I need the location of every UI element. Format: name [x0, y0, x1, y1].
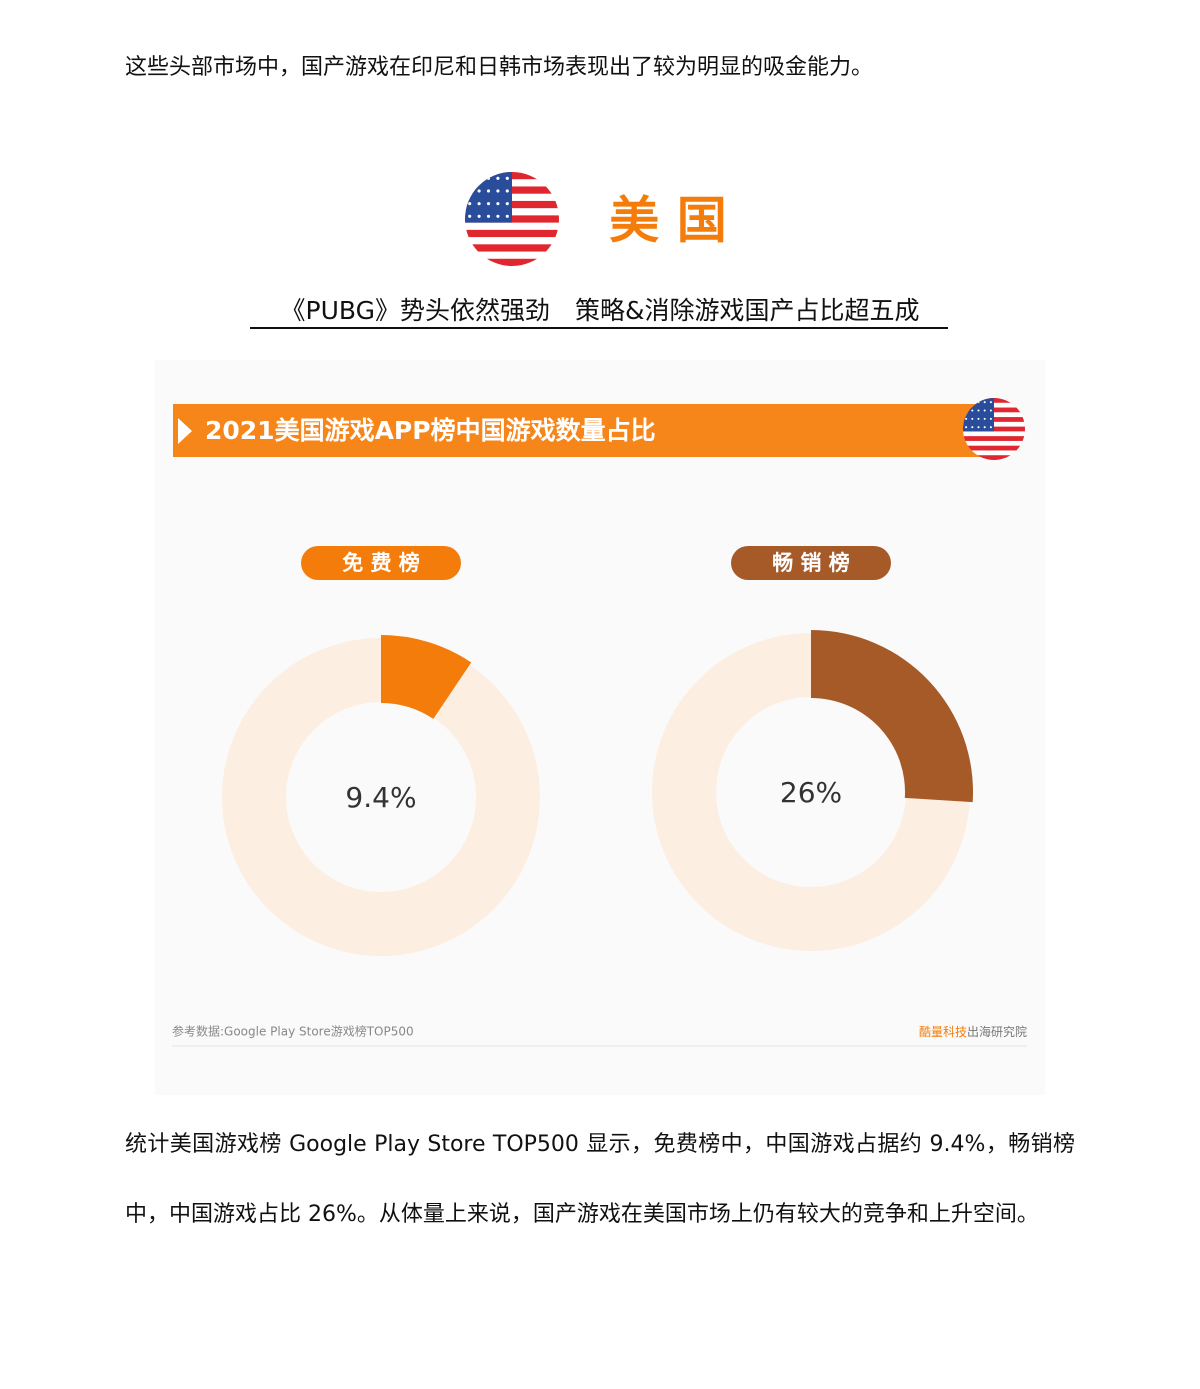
flag-star: [971, 417, 974, 420]
donut-segment: [381, 635, 472, 719]
flag-stripe: [465, 258, 559, 266]
flag-star: [486, 189, 491, 193]
flag-star: [977, 409, 980, 412]
flag-star: [468, 189, 472, 193]
flag-stripe: [963, 450, 1025, 456]
chart-source: 参考数据:Google Play Store游戏榜TOP500: [172, 1024, 414, 1039]
flag-star: [989, 426, 992, 429]
chart-credit: 酷量科技出海研究院: [919, 1024, 1027, 1039]
flag-star: [989, 417, 992, 420]
banner-arrow: [178, 418, 192, 444]
figure: 美 国 《PUBG》势头依然强劲 策略&消除游戏国产占比超五成 2021美国游戏…: [172, 172, 1027, 1047]
flag-stripe: [963, 440, 1025, 447]
flag-star: [983, 409, 986, 412]
flag-star: [496, 189, 500, 193]
section-title: 美 国: [609, 192, 726, 250]
body-paragraph: 统计美国游戏榜 Google Play Store TOP500 显示，免费榜中…: [125, 1132, 1075, 1227]
flag-stripe: [963, 445, 1025, 451]
flag-star: [505, 214, 509, 218]
section-subtitle: 《PUBG》势头依然强劲 策略&消除游戏国产占比超五成: [281, 296, 920, 325]
flag-star: [468, 214, 472, 218]
flag-star: [468, 176, 472, 180]
flag-stripe: [465, 229, 559, 238]
flag-star: [971, 426, 974, 429]
flag-star: [496, 176, 500, 180]
flag-star: [989, 401, 992, 404]
flag-star: [505, 202, 509, 206]
flag-star: [965, 417, 968, 420]
flag-star: [477, 202, 481, 206]
flag-star: [496, 202, 500, 206]
flag-stripe: [465, 251, 559, 260]
flag-stripe: [963, 431, 1025, 437]
donut-segment: [811, 630, 973, 803]
panel-label-pill: [301, 546, 461, 580]
flag-stripe: [963, 455, 1025, 460]
flag-star: [505, 176, 509, 180]
flag-star: [477, 189, 481, 193]
flag-star: [971, 409, 974, 412]
flag-star: [486, 214, 491, 218]
chart-title: 2021美国游戏APP榜中国游戏数量占比: [205, 416, 656, 445]
panel-label: 畅 销 榜: [772, 551, 850, 575]
us-flag: [963, 398, 1025, 460]
flag-star: [977, 417, 980, 420]
chart-banner: [173, 404, 1003, 457]
flag-star: [983, 426, 986, 429]
flag-star: [486, 176, 491, 180]
panel-label-pill: [731, 546, 891, 580]
flag-star: [505, 189, 509, 193]
credit-org: 出海研究院: [967, 1024, 1027, 1039]
flag-star: [977, 426, 980, 429]
flag-star: [989, 409, 992, 412]
flag-star: [477, 214, 481, 218]
flag-star: [983, 417, 986, 420]
flag-stripe: [465, 222, 559, 231]
us-flag: [465, 172, 559, 266]
flag-star: [477, 176, 481, 180]
flag-star: [983, 401, 986, 404]
flag-star: [965, 426, 968, 429]
intro-paragraph: 这些头部市场中，国产游戏在印尼和日韩市场表现出了较为明显的吸金能力。: [125, 55, 874, 80]
donut-value-label: 26%: [780, 776, 842, 809]
flag-star: [468, 202, 472, 206]
flag-stripe: [465, 237, 559, 245]
credit-brand: 酷量科技: [919, 1025, 967, 1039]
panel-label: 免 费 榜: [342, 551, 420, 575]
flag-star: [486, 202, 491, 206]
donut-value-label: 9.4%: [345, 781, 416, 814]
flag-star: [496, 214, 500, 218]
flag-stripe: [963, 436, 1025, 442]
flag-stripe: [465, 244, 559, 253]
